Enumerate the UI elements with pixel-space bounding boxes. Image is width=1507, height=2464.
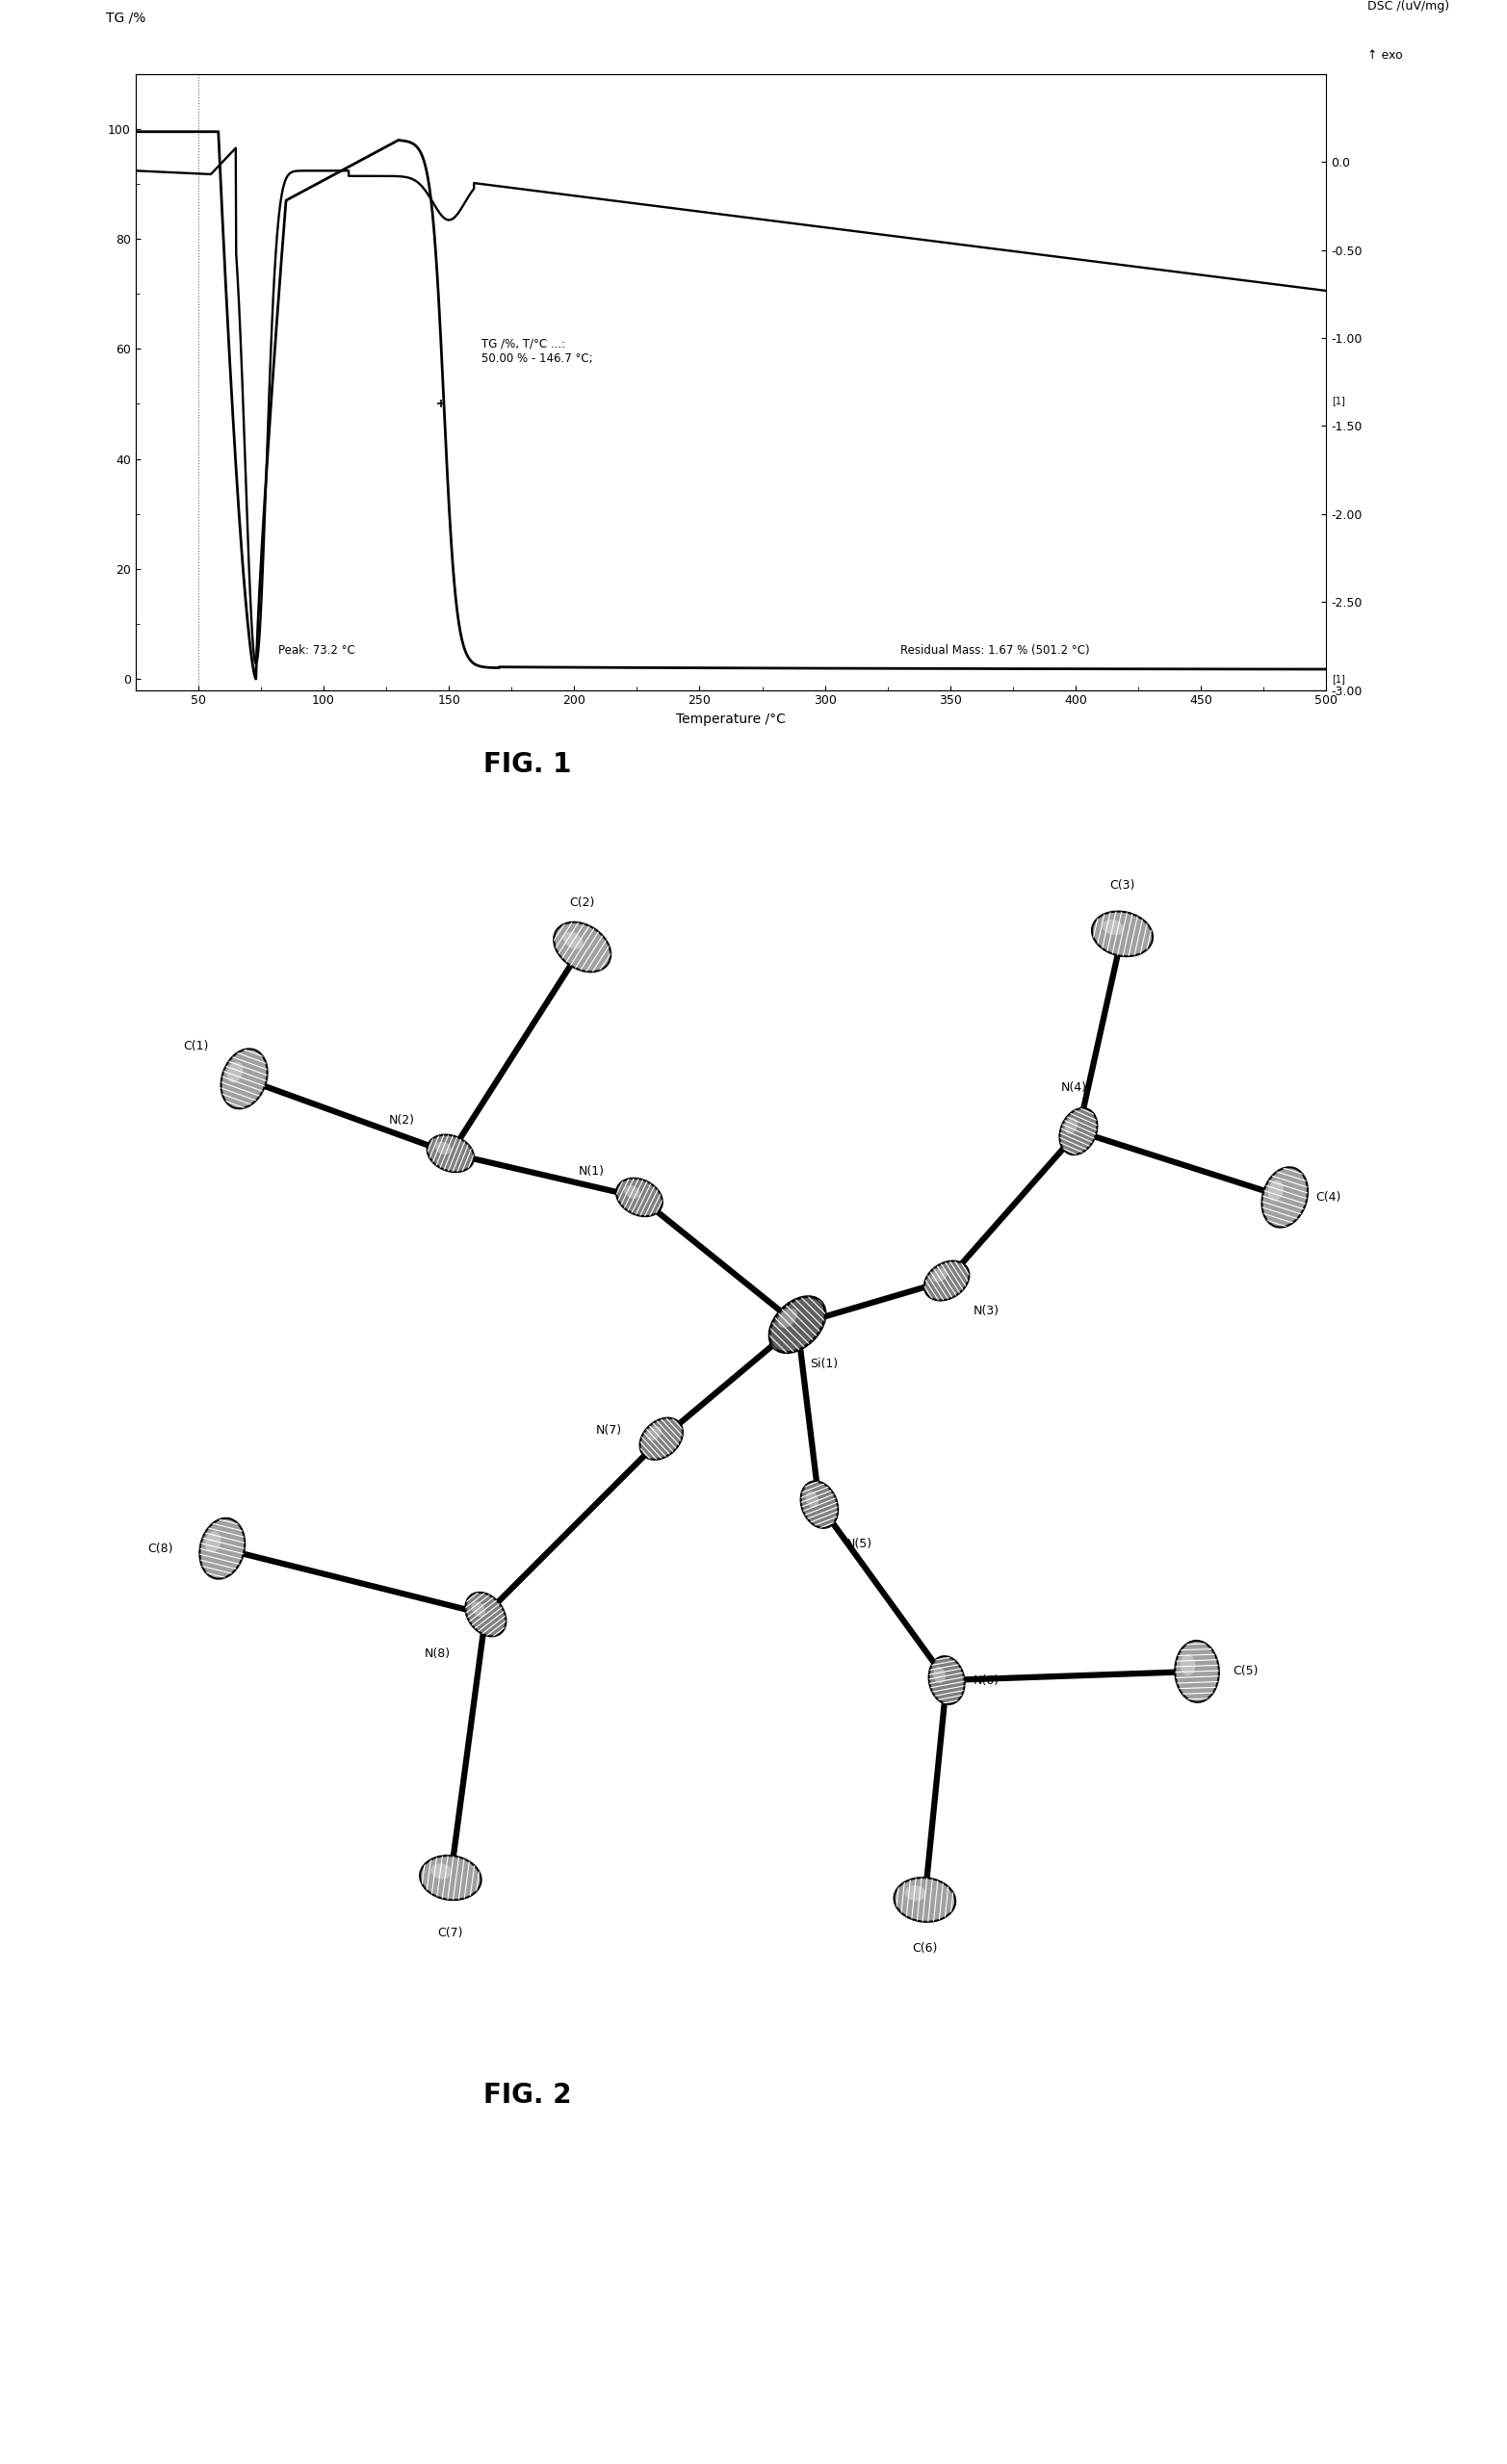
Text: N(3): N(3) bbox=[974, 1306, 999, 1318]
Ellipse shape bbox=[933, 1666, 946, 1683]
Ellipse shape bbox=[1267, 1180, 1284, 1202]
Ellipse shape bbox=[1180, 1653, 1195, 1676]
Text: C(7): C(7) bbox=[439, 1927, 463, 1939]
Ellipse shape bbox=[647, 1427, 662, 1441]
Ellipse shape bbox=[436, 1141, 452, 1156]
Ellipse shape bbox=[616, 1178, 663, 1217]
Ellipse shape bbox=[904, 1885, 927, 1900]
Text: ↑ exo: ↑ exo bbox=[1368, 49, 1403, 62]
Text: N(4): N(4) bbox=[1061, 1082, 1087, 1094]
Ellipse shape bbox=[222, 1050, 267, 1109]
Ellipse shape bbox=[624, 1185, 640, 1198]
Ellipse shape bbox=[806, 1491, 818, 1508]
Text: N(8): N(8) bbox=[425, 1648, 451, 1661]
Text: N(7): N(7) bbox=[595, 1424, 622, 1437]
Ellipse shape bbox=[1261, 1168, 1308, 1227]
Text: TG /%, T/°C ...:
50.00 % - 146.7 °C;: TG /%, T/°C ...: 50.00 % - 146.7 °C; bbox=[482, 338, 592, 365]
Ellipse shape bbox=[472, 1602, 485, 1616]
Ellipse shape bbox=[199, 1518, 244, 1579]
Text: N(1): N(1) bbox=[579, 1165, 604, 1178]
Ellipse shape bbox=[1059, 1109, 1097, 1156]
Text: C(5): C(5) bbox=[1233, 1666, 1258, 1678]
Ellipse shape bbox=[928, 1656, 964, 1705]
Ellipse shape bbox=[205, 1530, 222, 1552]
X-axis label: Temperature /°C: Temperature /°C bbox=[677, 712, 785, 727]
Text: [1]: [1] bbox=[1332, 675, 1346, 683]
Text: TG /%: TG /% bbox=[105, 12, 146, 25]
Text: C(4): C(4) bbox=[1316, 1190, 1341, 1202]
Text: C(6): C(6) bbox=[912, 1942, 937, 1954]
Text: Peak: 73.2 °C: Peak: 73.2 °C bbox=[279, 646, 356, 658]
Ellipse shape bbox=[426, 1136, 473, 1173]
Text: C(8): C(8) bbox=[148, 1542, 173, 1555]
Text: [1]: [1] bbox=[1332, 397, 1346, 404]
Text: DSC /(uV/mg): DSC /(uV/mg) bbox=[1368, 0, 1450, 12]
Ellipse shape bbox=[1064, 1119, 1078, 1133]
Ellipse shape bbox=[770, 1296, 826, 1353]
Text: FIG. 2: FIG. 2 bbox=[484, 2082, 571, 2109]
Ellipse shape bbox=[931, 1269, 948, 1281]
Ellipse shape bbox=[640, 1417, 683, 1459]
Ellipse shape bbox=[800, 1481, 838, 1528]
Ellipse shape bbox=[1103, 919, 1124, 936]
Text: N(6): N(6) bbox=[974, 1673, 999, 1685]
Ellipse shape bbox=[1175, 1641, 1219, 1703]
Text: FIG. 1: FIG. 1 bbox=[484, 752, 571, 779]
Ellipse shape bbox=[1093, 912, 1153, 956]
Ellipse shape bbox=[894, 1878, 955, 1922]
Text: C(2): C(2) bbox=[570, 897, 595, 909]
Ellipse shape bbox=[228, 1062, 243, 1082]
Ellipse shape bbox=[778, 1308, 797, 1328]
Ellipse shape bbox=[564, 931, 583, 949]
Ellipse shape bbox=[924, 1262, 969, 1301]
Ellipse shape bbox=[431, 1863, 452, 1880]
Text: C(3): C(3) bbox=[1109, 880, 1135, 892]
Text: Residual Mass: 1.67 % (501.2 °C): Residual Mass: 1.67 % (501.2 °C) bbox=[900, 646, 1090, 658]
Text: N(5): N(5) bbox=[845, 1538, 873, 1550]
Text: N(2): N(2) bbox=[389, 1114, 416, 1126]
Ellipse shape bbox=[466, 1592, 506, 1636]
Ellipse shape bbox=[420, 1855, 481, 1900]
Text: C(1): C(1) bbox=[184, 1040, 208, 1052]
Text: Si(1): Si(1) bbox=[809, 1358, 838, 1370]
Ellipse shape bbox=[553, 922, 610, 971]
